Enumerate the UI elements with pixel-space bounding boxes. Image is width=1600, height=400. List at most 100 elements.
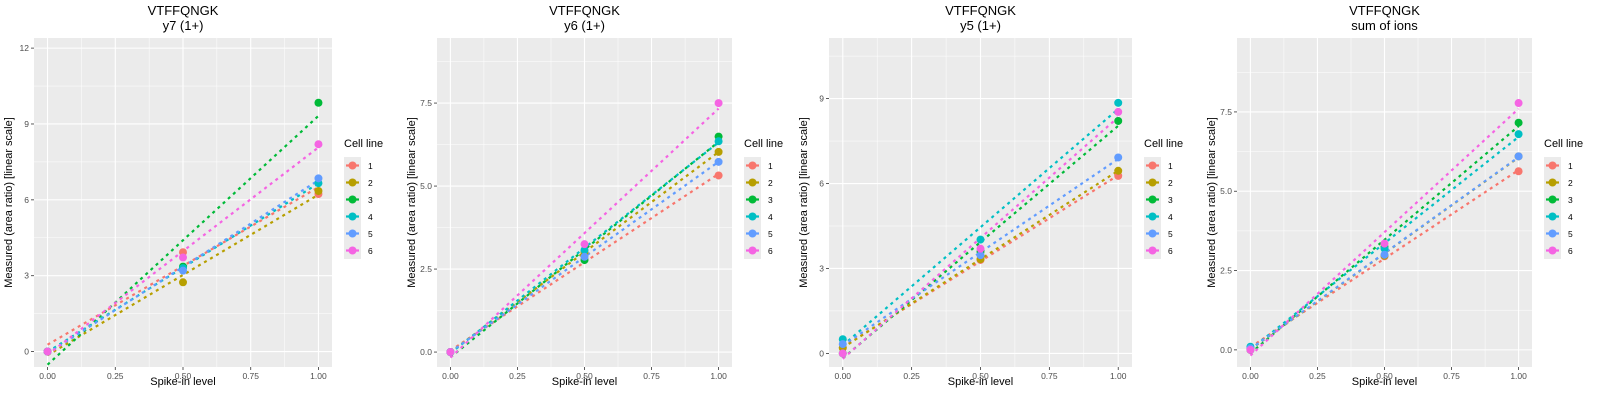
legend-key-point bbox=[748, 212, 757, 221]
x-tick-label: 0.75 bbox=[242, 371, 259, 381]
y-tick-label: 0.0 bbox=[420, 347, 432, 357]
legend-item-6: 6 bbox=[344, 242, 373, 259]
x-axis-label: Spike-in level bbox=[948, 376, 1013, 388]
legend-label: 2 bbox=[768, 178, 773, 188]
y-tick-label: 3 bbox=[24, 271, 29, 281]
legend-item-1: 1 bbox=[1544, 157, 1573, 174]
y-tick-label: 6 bbox=[24, 195, 29, 205]
data-point-cell-line-3 bbox=[1514, 118, 1523, 127]
legend-label: 5 bbox=[1568, 229, 1573, 239]
fit-line-cell-line-4 bbox=[1249, 136, 1520, 351]
legend-label: 6 bbox=[768, 246, 773, 256]
legend-item-3: 3 bbox=[1144, 191, 1173, 208]
y-tick-label: 7.5 bbox=[420, 98, 432, 108]
legend-label: 2 bbox=[1568, 178, 1573, 188]
y-tick-label: 2.5 bbox=[1220, 266, 1232, 276]
legend-key-point bbox=[1148, 246, 1157, 255]
chart-subtitle: y6 (1+) bbox=[564, 18, 605, 33]
fit-line-cell-line-6 bbox=[449, 107, 720, 359]
legend-key-point bbox=[748, 178, 757, 187]
legend-key-point bbox=[748, 229, 757, 238]
data-point-cell-line-1 bbox=[714, 171, 723, 180]
legend-key-point bbox=[1148, 178, 1157, 187]
data-point-cell-line-2 bbox=[179, 278, 187, 287]
data-point-cell-line-6 bbox=[838, 349, 847, 358]
legend-item-6: 6 bbox=[1144, 242, 1173, 259]
legend-item-1: 1 bbox=[744, 157, 773, 174]
x-tick-label: 0.50 bbox=[1376, 371, 1393, 381]
data-point-cell-line-5 bbox=[714, 157, 723, 166]
y-tick-label: 7.5 bbox=[1220, 107, 1232, 117]
legend-label: 5 bbox=[368, 229, 373, 239]
x-tick-label: 0.25 bbox=[107, 371, 124, 381]
data-point-cell-line-6 bbox=[43, 347, 52, 356]
data-point-cell-line-6 bbox=[314, 140, 323, 149]
legend: Cell line 1 2 3 4 5 6 bbox=[1544, 138, 1583, 259]
legend-item-1: 1 bbox=[344, 157, 373, 174]
data-point-cell-line-2 bbox=[714, 147, 723, 156]
legend-item-5: 5 bbox=[1144, 225, 1173, 242]
legend-label: 4 bbox=[1568, 212, 1573, 222]
x-tick-label: 0.00 bbox=[1242, 371, 1259, 381]
panel-2: 0.00 0.25 0.50 0.75 1.00 0.0 2.5 5.0 7.5 VTFFQNGK… bbox=[406, 3, 783, 388]
data-point-cell-line-5 bbox=[580, 252, 589, 261]
legend-item-6: 6 bbox=[1544, 242, 1573, 259]
legend-key-point bbox=[1548, 246, 1557, 255]
legend-key-point bbox=[348, 161, 357, 170]
fit-line-cell-line-1 bbox=[449, 172, 720, 352]
legend-label: 3 bbox=[368, 195, 373, 205]
chart-title: VTFFQNGK bbox=[1349, 3, 1420, 18]
legend-label: 2 bbox=[368, 178, 373, 188]
legend-label: 6 bbox=[1568, 246, 1573, 256]
legend-key-point bbox=[1548, 178, 1557, 187]
data-point-cell-line-4 bbox=[580, 246, 589, 255]
x-tick-label: 0.75 bbox=[1041, 371, 1058, 381]
fit-line-cell-line-6 bbox=[1249, 107, 1520, 357]
legend-label: 3 bbox=[1568, 195, 1573, 205]
legend-item-2: 2 bbox=[1544, 174, 1573, 191]
legend-label: 1 bbox=[1168, 161, 1173, 171]
x-tick-label: 0.50 bbox=[576, 371, 593, 381]
legend-item-5: 5 bbox=[744, 225, 773, 242]
legend-key-point bbox=[1548, 229, 1557, 238]
legend-label: 4 bbox=[368, 212, 373, 222]
legend-key-point bbox=[1148, 229, 1157, 238]
x-tick-label: 0.75 bbox=[643, 371, 660, 381]
legend-key-point bbox=[1548, 212, 1557, 221]
legend-key-point bbox=[748, 161, 757, 170]
legend-item-2: 2 bbox=[1144, 174, 1173, 191]
data-point-cell-line-3 bbox=[314, 98, 323, 107]
data-point-cell-line-4 bbox=[976, 235, 985, 244]
legend-key-point bbox=[348, 246, 357, 255]
chart-subtitle: y7 (1+) bbox=[163, 18, 204, 33]
chart-title: VTFFQNGK bbox=[549, 3, 620, 18]
legend-key-point bbox=[348, 195, 357, 204]
panel-4: 0.00 0.25 0.50 0.75 1.00 0.0 2.5 5.0 7.5 VTFFQNGK… bbox=[1206, 3, 1583, 388]
data-point-cell-line-6 bbox=[580, 240, 589, 249]
legend-label: 1 bbox=[368, 161, 373, 171]
legend-key-point bbox=[1148, 212, 1157, 221]
legend-item-3: 3 bbox=[1544, 191, 1573, 208]
x-tick-label: 0.50 bbox=[175, 371, 192, 381]
legend-label: 6 bbox=[368, 246, 373, 256]
fit-line-cell-line-3 bbox=[449, 140, 720, 359]
chart-title: VTFFQNGK bbox=[148, 3, 219, 18]
data-point-cell-line-6 bbox=[714, 99, 723, 108]
legend-key-point bbox=[1548, 161, 1557, 170]
legend-title: Cell line bbox=[744, 138, 783, 150]
x-axis-label: Spike-in level bbox=[552, 376, 617, 388]
x-tick-label: 0.25 bbox=[1309, 371, 1326, 381]
legend-label: 6 bbox=[1168, 246, 1173, 256]
y-tick-label: 2.5 bbox=[420, 264, 432, 274]
data-point-cell-line-6 bbox=[1114, 107, 1123, 116]
legend-label: 3 bbox=[768, 195, 773, 205]
legend-item-3: 3 bbox=[344, 191, 373, 208]
legend-key-point bbox=[348, 212, 357, 221]
y-tick-label: 0.0 bbox=[1220, 345, 1232, 355]
legend-label: 1 bbox=[1568, 161, 1573, 171]
y-axis-label: Measured (area ratio) [linear scale] bbox=[406, 117, 418, 288]
data-point-cell-line-6 bbox=[446, 348, 455, 357]
data-point-cell-line-5 bbox=[1114, 153, 1123, 162]
